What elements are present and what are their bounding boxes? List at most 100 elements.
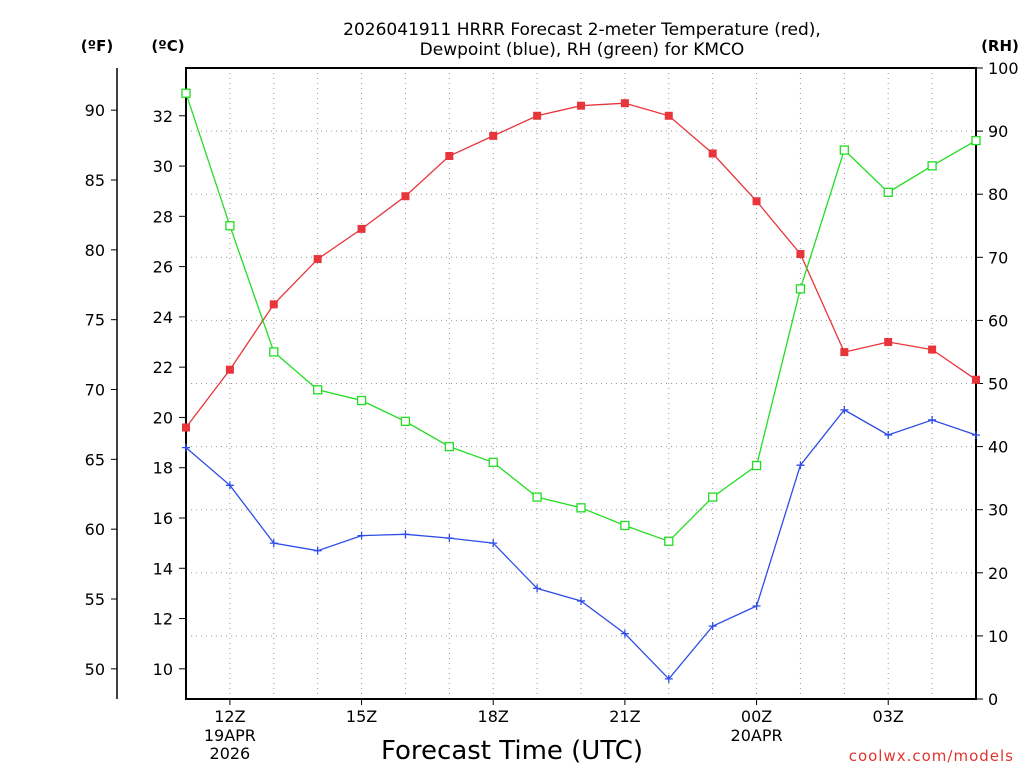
- temperature-point: [489, 131, 498, 140]
- celsius-tick-label: 10: [153, 660, 173, 679]
- dewpoint-point: [796, 461, 805, 470]
- temperature-point: [445, 151, 454, 160]
- rh-point: [839, 145, 849, 155]
- temperature-point: [401, 192, 410, 201]
- dewpoint-point: [489, 539, 498, 548]
- fahrenheit-tick-label: 90: [85, 101, 105, 120]
- rh-line: [185, 92, 977, 543]
- dewpoint-point: [313, 546, 322, 555]
- celsius-tick-label: 22: [153, 358, 173, 377]
- dewpoint-point: [928, 415, 937, 424]
- temperature-point: [664, 111, 673, 120]
- rh-point: [664, 536, 674, 546]
- temperature-point: [357, 224, 366, 233]
- dewpoint-point: [401, 530, 410, 539]
- temperature-point: [928, 345, 937, 354]
- celsius-tick-label: 16: [153, 509, 173, 528]
- temperature-point: [708, 149, 717, 158]
- dewpoint-point: [884, 431, 893, 440]
- rh-point: [971, 135, 981, 146]
- x-tick-label: 15Z: [346, 707, 377, 726]
- x-axis-title: Forecast Time (UTC): [381, 736, 643, 766]
- x-tick-label: 00Z: [741, 707, 772, 726]
- temperature-point: [620, 99, 629, 108]
- x-date-label: 2026: [210, 744, 251, 763]
- rh-point: [576, 503, 586, 513]
- fahrenheit-tick-label: 85: [85, 171, 105, 190]
- dewpoint-point: [752, 601, 761, 610]
- x-tick-label: 21Z: [609, 707, 640, 726]
- rh-point: [927, 161, 937, 171]
- rh-point: [444, 441, 454, 452]
- rh-tick-label: 30: [988, 501, 1008, 520]
- fahrenheit-tick-label: 55: [85, 590, 105, 609]
- dewpoint-point: [840, 405, 849, 414]
- data-series: [181, 88, 981, 683]
- dewpoint-point: [972, 431, 980, 440]
- temperature-point: [884, 338, 893, 347]
- fahrenheit-unit-label: (ºF): [81, 37, 113, 55]
- credit-link[interactable]: coolwx.com/models: [849, 747, 1014, 765]
- rh-tick-label: 60: [988, 311, 1008, 330]
- dewpoint-point: [445, 534, 454, 543]
- rh-tick-label: 70: [988, 248, 1008, 267]
- celsius-tick-label: 20: [153, 408, 173, 427]
- grid-lines: [186, 68, 976, 699]
- dewpoint-point: [577, 596, 585, 605]
- celsius-unit-label: (ºC): [151, 37, 184, 55]
- celsius-tick-label: 26: [153, 258, 173, 277]
- chart-title-line-1: 2026041911 HRRR Forecast 2-meter Tempera…: [343, 20, 821, 40]
- rh-point: [225, 221, 235, 231]
- rh-point: [751, 460, 762, 471]
- temperature-point: [269, 300, 278, 309]
- celsius-tick-label: 18: [153, 459, 173, 478]
- axes: [111, 67, 983, 705]
- rh-point: [708, 492, 718, 502]
- rh-tick-label: 50: [988, 375, 1008, 394]
- celsius-tick-label: 24: [153, 308, 173, 327]
- chart-title-line-2: Dewpoint (blue), RH (green) for KMCO: [420, 40, 745, 60]
- celsius-tick-label: 30: [153, 157, 173, 176]
- rh-tick-label: 0: [988, 690, 998, 709]
- dewpoint-point: [225, 481, 234, 490]
- temperature-point: [972, 375, 980, 384]
- x-tick-label: 12Z: [214, 707, 245, 726]
- celsius-tick-label: 14: [153, 559, 173, 578]
- temperature-point: [225, 365, 234, 374]
- x-date-label: 19APR: [204, 726, 256, 745]
- temperature-point: [752, 197, 761, 206]
- dewpoint-point: [533, 584, 542, 593]
- dewpoint-point: [269, 539, 278, 548]
- rh-tick-label: 100: [988, 59, 1019, 78]
- rh-point: [400, 416, 411, 427]
- rh-unit-label: (RH): [981, 37, 1019, 55]
- rh-point: [795, 284, 806, 294]
- fahrenheit-tick-label: 75: [85, 311, 105, 330]
- temperature-point: [313, 255, 322, 264]
- rh-point: [269, 347, 279, 357]
- x-tick-label: 03Z: [873, 707, 904, 726]
- rh-point: [532, 492, 542, 502]
- rh-tick-label: 80: [988, 185, 1008, 204]
- x-tick-label: 18Z: [478, 707, 509, 726]
- temperature-point: [182, 423, 190, 432]
- rh-point: [620, 520, 630, 531]
- rh-tick-label: 10: [988, 627, 1008, 646]
- fahrenheit-tick-label: 50: [85, 660, 105, 679]
- rh-tick-label: 90: [988, 122, 1008, 141]
- rh-tick-label: 20: [988, 564, 1008, 583]
- rh-point: [181, 88, 191, 98]
- celsius-tick-label: 28: [153, 207, 173, 226]
- dewpoint-point: [357, 531, 366, 540]
- fahrenheit-tick-label: 80: [85, 241, 105, 260]
- dewpoint-point: [182, 443, 190, 452]
- celsius-tick-label: 32: [153, 107, 173, 126]
- rh-point: [313, 385, 323, 395]
- dewpoint-point: [620, 629, 629, 638]
- dewpoint-point: [664, 674, 673, 683]
- temperature-point: [577, 101, 585, 110]
- temperature-point: [840, 348, 849, 357]
- x-date-label: 20APR: [731, 726, 783, 745]
